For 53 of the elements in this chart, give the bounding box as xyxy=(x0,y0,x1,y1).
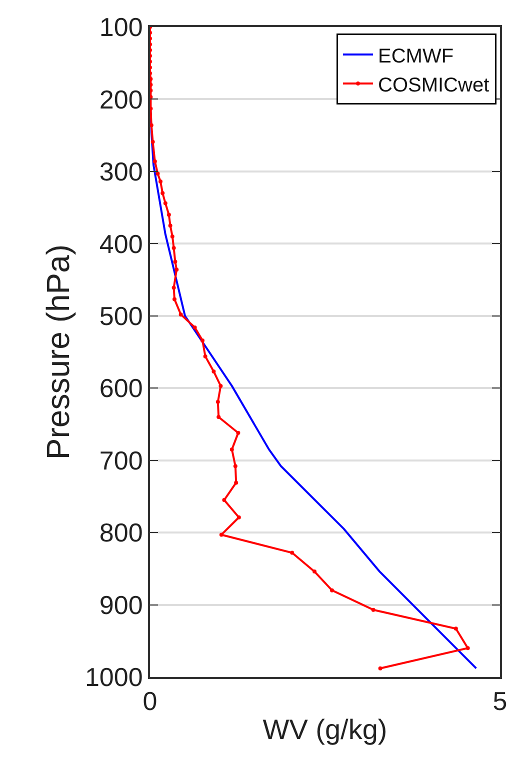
point xyxy=(212,370,216,374)
point xyxy=(166,212,171,217)
point xyxy=(150,123,154,128)
point xyxy=(158,180,162,184)
point xyxy=(222,498,226,502)
legend-label: ECMWF xyxy=(378,45,454,68)
point xyxy=(168,224,172,228)
point xyxy=(454,626,458,631)
x-axis-title: WV (g/kg) xyxy=(262,714,388,745)
point xyxy=(371,608,376,612)
point xyxy=(150,140,155,144)
point xyxy=(290,550,294,555)
point xyxy=(192,325,197,330)
point xyxy=(174,268,179,272)
point xyxy=(172,246,176,250)
point xyxy=(218,384,223,388)
point xyxy=(156,172,160,176)
y-tick-label: 900 xyxy=(99,590,143,620)
y-tick-label: 800 xyxy=(99,518,143,548)
point xyxy=(233,464,238,468)
y-tick-label: 300 xyxy=(99,156,143,187)
point xyxy=(172,297,176,302)
point xyxy=(178,312,183,316)
point xyxy=(312,570,316,574)
point xyxy=(163,201,168,206)
point xyxy=(216,400,220,404)
point xyxy=(378,666,382,670)
point xyxy=(236,515,241,520)
point xyxy=(216,415,221,419)
point xyxy=(170,234,174,238)
point xyxy=(234,480,238,485)
point xyxy=(466,646,470,650)
point xyxy=(203,354,208,358)
y-tick-label: 600 xyxy=(99,373,143,404)
legend-label: COSMICwet xyxy=(378,74,490,96)
y-tick-label: 400 xyxy=(99,228,143,259)
point xyxy=(172,286,176,290)
point xyxy=(330,588,334,592)
x-tick-label: 0 xyxy=(142,686,158,716)
point xyxy=(236,430,240,435)
y-tick-label: 700 xyxy=(99,445,143,476)
x-tick-label: 5 xyxy=(492,686,508,716)
point xyxy=(160,191,165,196)
y-axis-title: Pressure (hPa) xyxy=(40,244,76,460)
y-tick-label: 1000 xyxy=(84,662,143,692)
point xyxy=(230,448,234,452)
point xyxy=(200,338,204,342)
y-tick-label: 200 xyxy=(99,84,143,114)
y-tick-label: 100 xyxy=(99,12,143,42)
point xyxy=(173,260,178,264)
y-tick-label: 500 xyxy=(99,300,143,331)
point xyxy=(219,532,224,537)
point xyxy=(152,159,157,164)
